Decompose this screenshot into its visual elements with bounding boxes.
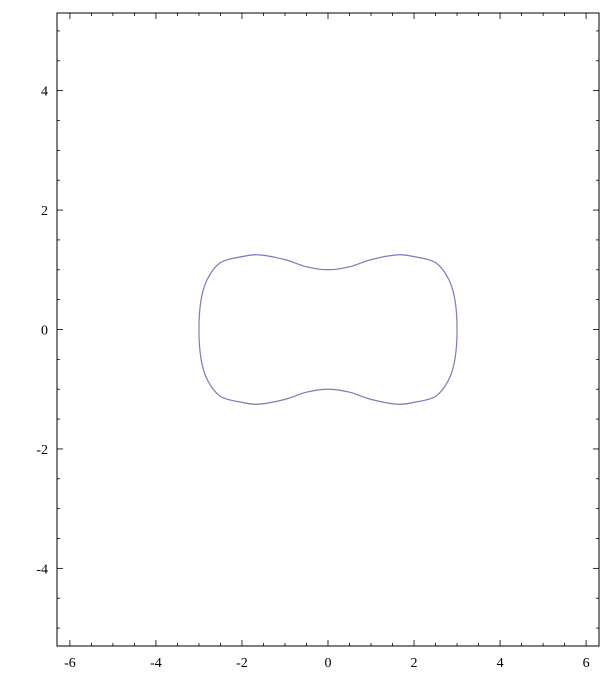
y-axis-tick-labels: -4 -2 0 2 4 <box>36 85 48 578</box>
y-tick-label: 0 <box>41 324 48 339</box>
y-tick-label: -4 <box>36 562 48 577</box>
x-tick-label: -6 <box>64 656 76 671</box>
x-axis-tick-labels: -6 -4 -2 0 2 4 6 <box>64 656 590 671</box>
plot-frame <box>56 12 600 647</box>
x-tick-label: 6 <box>583 656 590 671</box>
y-tick-label: 2 <box>41 204 48 219</box>
x-tick-label: 2 <box>411 656 418 671</box>
curve-layer <box>198 254 458 405</box>
y-tick-label: -2 <box>36 443 48 458</box>
contour-curve <box>198 254 458 405</box>
x-tick-label: 0 <box>325 656 332 671</box>
x-tick-label: -2 <box>236 656 248 671</box>
x-tick-label: 4 <box>497 656 504 671</box>
axis-ticks <box>57 13 599 646</box>
x-tick-label: -4 <box>150 656 162 671</box>
y-tick-label: 4 <box>41 85 48 100</box>
